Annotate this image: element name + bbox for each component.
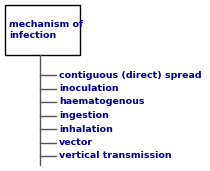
Text: vertical transmission: vertical transmission <box>59 152 172 161</box>
Text: haematogenous: haematogenous <box>59 97 144 107</box>
FancyBboxPatch shape <box>5 5 80 55</box>
Text: mechanism of
infection: mechanism of infection <box>9 20 83 40</box>
Text: inoculation: inoculation <box>59 84 119 93</box>
Text: contiguous (direct) spread: contiguous (direct) spread <box>59 70 202 80</box>
Text: ingestion: ingestion <box>59 111 109 120</box>
Text: vector: vector <box>59 138 93 147</box>
Text: inhalation: inhalation <box>59 124 113 134</box>
